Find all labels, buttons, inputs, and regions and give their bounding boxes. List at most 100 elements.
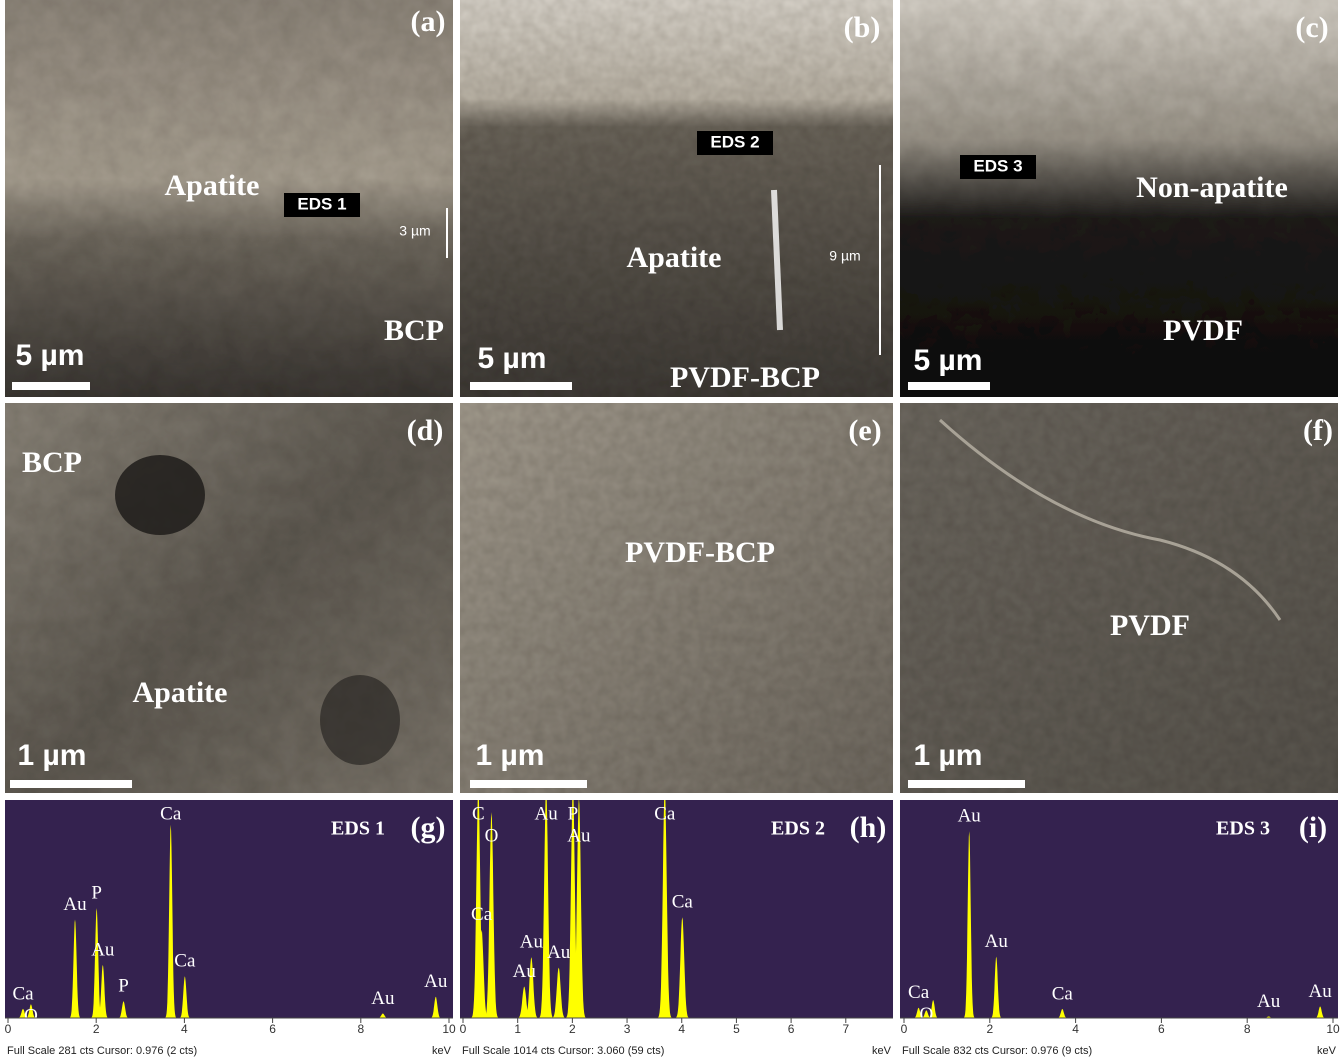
spectrum-id: EDS 1 xyxy=(331,818,385,840)
axis-unit: keV xyxy=(1317,1045,1337,1057)
panel-letter: (e) xyxy=(848,414,881,447)
peak-label: Au xyxy=(520,931,544,952)
peak-label: Au xyxy=(91,939,115,960)
panel-letter: (c) xyxy=(1295,11,1328,44)
scale-bar-label: 5 µm xyxy=(914,344,983,377)
peak-label: P xyxy=(91,882,102,903)
image-label: EDS 1 xyxy=(297,194,346,213)
peak-label: O xyxy=(24,1005,38,1026)
x-tick-label: 4 xyxy=(678,1022,685,1036)
axis-unit: keV xyxy=(432,1045,452,1057)
scale-bar-label: 1 µm xyxy=(18,739,87,772)
x-tick-label: 8 xyxy=(1244,1022,1251,1036)
status-line: Full Scale 832 cts Cursor: 0.976 (9 cts) xyxy=(902,1045,1092,1057)
peak-label: Au xyxy=(985,931,1009,952)
image-label: 3 µm xyxy=(399,223,430,239)
x-tick-label: 1 xyxy=(514,1022,521,1036)
peak-label: Au xyxy=(535,803,559,824)
scale-bar xyxy=(12,382,90,390)
sem-image xyxy=(460,0,893,397)
status-line: Full Scale 1014 cts Cursor: 3.060 (59 ct… xyxy=(462,1045,664,1057)
scale-bar-label: 1 µm xyxy=(914,739,983,772)
x-tick-label: 5 xyxy=(733,1022,740,1036)
x-tick-label: 0 xyxy=(5,1022,12,1036)
x-tick-label: 4 xyxy=(1072,1022,1079,1036)
image-label: EDS 2 xyxy=(710,132,759,151)
image-label: PVDF-BCP xyxy=(670,361,820,394)
peak-label: Ca xyxy=(12,983,34,1004)
panel-letter: (a) xyxy=(411,5,446,38)
image-label: BCP xyxy=(384,314,444,347)
spectrum-id: EDS 3 xyxy=(1216,818,1270,840)
axis-unit: keV xyxy=(872,1045,892,1057)
peak-label: Au xyxy=(1309,981,1333,1002)
image-label: Non-apatite xyxy=(1136,171,1288,204)
sem-image xyxy=(900,403,1338,793)
peak-label: Au xyxy=(63,894,87,915)
image-label: Apatite xyxy=(165,169,260,202)
scale-bar-label: 1 µm xyxy=(476,739,545,772)
scale-bar xyxy=(10,780,132,788)
panel-letter: (f) xyxy=(1303,414,1333,447)
x-tick-label: 6 xyxy=(269,1022,276,1036)
image-label: EDS 3 xyxy=(973,156,1022,175)
peak-label: Ca xyxy=(672,892,694,913)
peak-label: Ca xyxy=(471,904,493,925)
x-tick-label: 8 xyxy=(357,1022,364,1036)
peak-label: Ca xyxy=(174,951,196,972)
peak-label: Au xyxy=(547,942,571,963)
x-tick-label: 2 xyxy=(986,1022,993,1036)
panel-letter: (h) xyxy=(850,811,887,844)
image-label: BCP xyxy=(22,446,82,479)
x-tick-label: 2 xyxy=(93,1022,100,1036)
x-tick-label: 10 xyxy=(442,1022,456,1036)
panel-letter: (g) xyxy=(411,811,446,844)
panel-letter: (b) xyxy=(844,11,881,44)
spectrum-id: EDS 2 xyxy=(771,818,825,840)
x-tick-label: 3 xyxy=(624,1022,631,1036)
image-label: PVDF xyxy=(1110,609,1190,642)
x-tick-label: 0 xyxy=(901,1022,908,1036)
scale-bar xyxy=(908,382,990,390)
image-label: PVDF xyxy=(1163,314,1243,347)
peak-label: Ca xyxy=(908,982,930,1003)
x-tick-label: 6 xyxy=(788,1022,795,1036)
scale-bar xyxy=(470,780,587,788)
x-tick-label: 4 xyxy=(181,1022,188,1036)
sem-image xyxy=(460,403,893,793)
peak-label: Au xyxy=(1257,991,1281,1012)
peak-label: Au xyxy=(513,961,537,982)
pore xyxy=(320,675,400,765)
panel-letter: (d) xyxy=(407,414,444,447)
image-label: 9 µm xyxy=(829,248,860,264)
x-tick-label: 7 xyxy=(842,1022,849,1036)
peak-label: C xyxy=(472,803,485,824)
peak-label: O xyxy=(919,1004,933,1025)
x-tick-label: 2 xyxy=(569,1022,576,1036)
peak-label: Au xyxy=(958,805,982,826)
scale-bar xyxy=(470,382,572,390)
scale-bar-label: 5 µm xyxy=(478,342,547,375)
pore xyxy=(115,455,205,535)
peak-label: Au xyxy=(371,988,395,1009)
peak-label: Au xyxy=(424,971,448,992)
peak-label: Ca xyxy=(654,803,676,824)
scale-bar-label: 5 µm xyxy=(16,339,85,372)
scale-bar xyxy=(908,780,1025,788)
peak-label: Au xyxy=(567,825,591,846)
x-tick-label: 6 xyxy=(1158,1022,1165,1036)
peak-label: Ca xyxy=(160,803,182,824)
peak-label: Ca xyxy=(1052,983,1074,1004)
status-line: Full Scale 281 cts Cursor: 0.976 (2 cts) xyxy=(7,1045,197,1057)
image-label: Apatite xyxy=(133,676,228,709)
peak-label: P xyxy=(118,976,129,997)
image-label: PVDF-BCP xyxy=(625,536,775,569)
peak-label: O xyxy=(485,825,499,846)
x-tick-label: 0 xyxy=(460,1022,467,1036)
image-label: Apatite xyxy=(627,241,722,274)
figure: (a) Apatite EDS 1 3 µm BCP 5 µm (b) EDS 2 Apatit… xyxy=(0,0,1344,1060)
x-tick-label: 10 xyxy=(1326,1022,1340,1036)
spectrum-background xyxy=(900,800,1338,1018)
panel-letter: (i) xyxy=(1299,811,1327,844)
peak-label: P xyxy=(568,803,579,824)
